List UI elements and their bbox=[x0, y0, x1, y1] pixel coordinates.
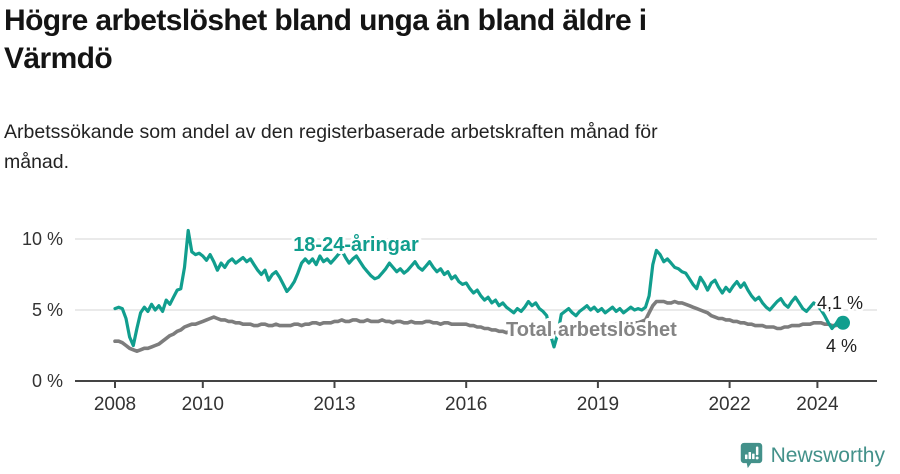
chart-subtitle: Arbetssökande som andel av den registerb… bbox=[4, 121, 658, 173]
end-value-label-youth: 4,1 % bbox=[817, 293, 863, 313]
brand-footer: Newsworthy bbox=[740, 442, 885, 469]
end-dot bbox=[836, 315, 850, 330]
x-axis bbox=[75, 380, 877, 388]
brand-name: Newsworthy bbox=[770, 443, 885, 467]
series-line-total bbox=[113, 299, 845, 354]
gridlines bbox=[75, 238, 877, 311]
y-tick-label: 10 % bbox=[22, 229, 63, 249]
series-lines bbox=[113, 228, 850, 354]
y-tick-label: 5 % bbox=[32, 300, 63, 320]
x-tick-label: 2019 bbox=[577, 394, 619, 415]
tick-labels: 0 % 5 % 10 % 2008 2010 2013 2016 2019 2022 2024 bbox=[22, 229, 839, 415]
x-tick-label: 2013 bbox=[313, 394, 355, 415]
series-label-total: Total arbetslöshet bbox=[506, 319, 677, 341]
x-tick-label: 2010 bbox=[182, 394, 224, 415]
x-tick-label: 2022 bbox=[708, 394, 750, 415]
y-tick-label: 0 % bbox=[32, 371, 63, 391]
x-tick-label: 2008 bbox=[94, 394, 136, 415]
series-line-youth bbox=[113, 228, 845, 349]
x-tick-label: 2024 bbox=[796, 394, 839, 415]
x-tick-label: 2016 bbox=[445, 394, 487, 415]
page-title: Högre arbetslöshet bland unga än bland ä… bbox=[4, 4, 647, 75]
series-label-youth: 18-24-åringar bbox=[293, 233, 419, 256]
newsworthy-logo-icon bbox=[740, 442, 762, 469]
end-value-label-total: 4 % bbox=[826, 336, 857, 356]
